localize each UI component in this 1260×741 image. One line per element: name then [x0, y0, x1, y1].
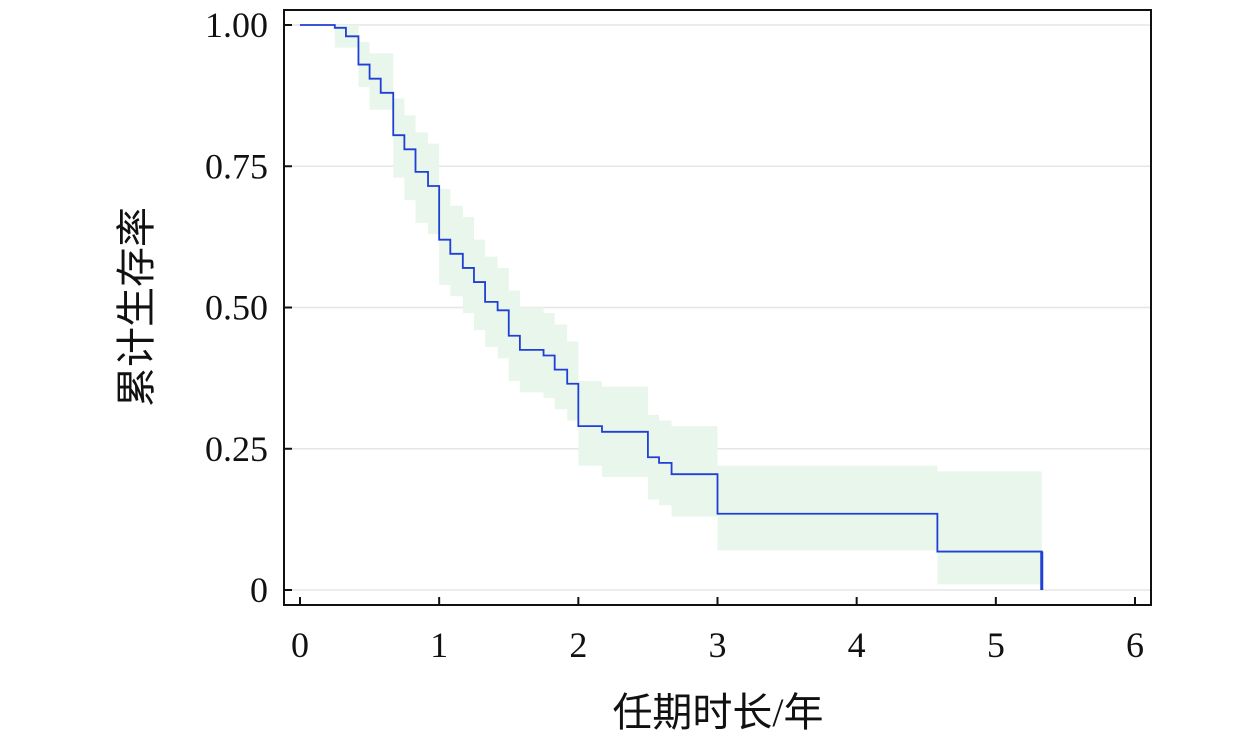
ci-band-segment-6: [428, 143, 440, 235]
ci-band-segment-17: [567, 341, 579, 421]
ci-band-segment-24: [937, 471, 1042, 585]
ci-band-segment-22: [671, 426, 718, 517]
x-tick-label-2: 2: [569, 625, 587, 665]
x-tick-label-5: 5: [987, 625, 1005, 665]
ci-band-segment-16: [554, 324, 568, 410]
ci-band-segment-5: [415, 132, 429, 223]
ci-band-segment-10: [473, 239, 486, 331]
y-axis-title: 累计生存率: [114, 207, 159, 407]
ci-band-segment-18: [578, 380, 602, 466]
x-tick-label-4: 4: [848, 625, 866, 665]
survival-curve: [300, 24, 1044, 590]
y-tick-label-2: 0.50: [205, 288, 268, 328]
x-axis-ticks: 0 1 2 3 4 5 6: [291, 597, 1144, 665]
ci-band-segment-23: [717, 465, 938, 551]
confidence-band: [334, 25, 1042, 585]
ci-band-segment-9: [462, 217, 474, 314]
ci-band-segment-4: [404, 115, 416, 201]
y-tick-label-3: 0.75: [205, 146, 268, 186]
x-tick-label-1: 1: [430, 625, 448, 665]
ci-band-segment-8: [450, 205, 463, 297]
x-axis-title: 任期时长/年: [612, 690, 823, 735]
x-tick-label-0: 0: [291, 625, 309, 665]
y-axis-ticks: 0 0.25 0.50 0.75 1.00: [205, 5, 292, 610]
ci-band-segment-12: [497, 267, 509, 359]
ci-band-segment-7: [439, 188, 451, 285]
y-tick-label-0: 0: [250, 570, 268, 610]
y-tick-label-4: 1.00: [205, 5, 268, 45]
survival-step-line: [300, 24, 1043, 590]
ci-band-segment-3: [393, 98, 405, 178]
y-tick-label-1: 0.25: [205, 429, 268, 469]
x-tick-label-6: 6: [1126, 625, 1144, 665]
x-tick-label-3: 3: [709, 625, 727, 665]
